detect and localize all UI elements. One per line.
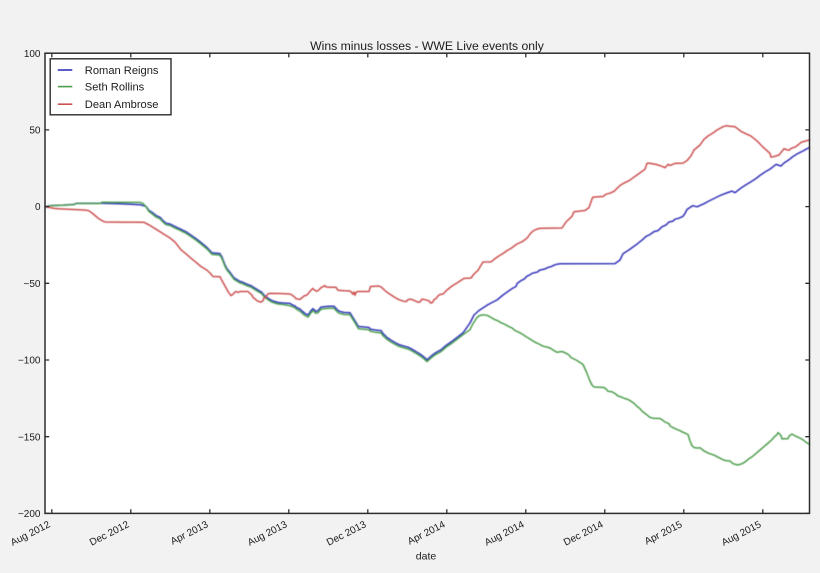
svg-text:−100: −100 [18,356,41,367]
svg-text:0: 0 [35,202,41,213]
svg-text:−200: −200 [18,509,41,520]
svg-text:−150: −150 [18,432,41,443]
svg-text:date: date [416,551,437,563]
svg-text:100: 100 [24,49,41,60]
svg-text:Wins minus losses - WWE Live e: Wins minus losses - WWE Live events only [310,39,545,53]
svg-text:Dean Ambrose: Dean Ambrose [85,99,159,111]
svg-text:Seth Rollins: Seth Rollins [85,82,145,94]
svg-text:50: 50 [29,126,41,137]
svg-text:−50: −50 [24,279,41,290]
svg-text:Roman Reigns: Roman Reigns [85,65,159,77]
